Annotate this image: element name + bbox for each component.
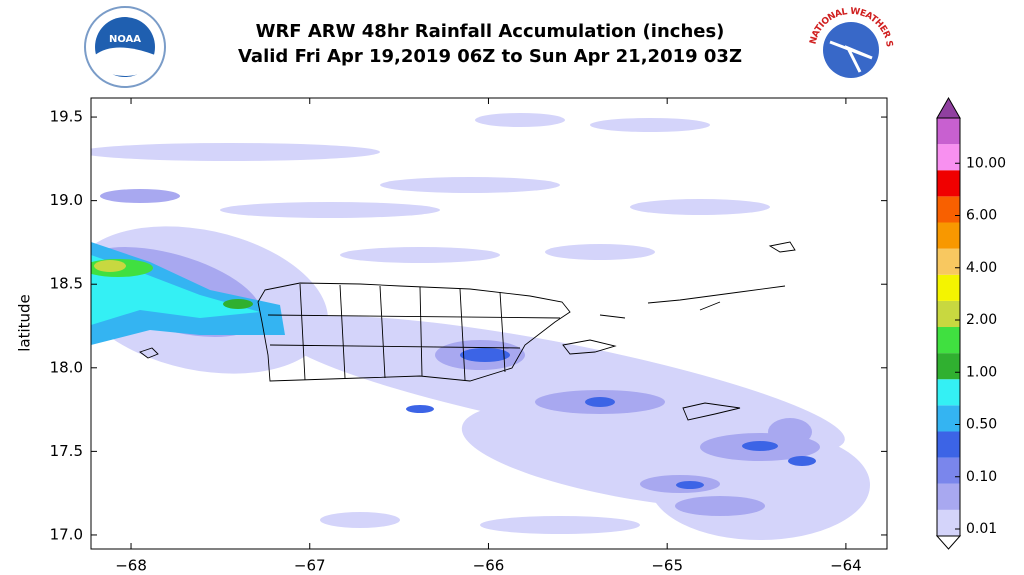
colorbar-segment: [937, 509, 960, 536]
colorbar-segment: [937, 353, 960, 380]
colorbar-segment: [937, 483, 960, 510]
rainfall-field: [91, 113, 870, 540]
coastlines: [139, 241, 796, 421]
y-axis-label: latitude: [16, 294, 34, 352]
chart-title: WRF ARW 48hr Rainfall Accumulation (inch…: [256, 21, 725, 42]
colorbar-segment: [937, 457, 960, 484]
colorbar-label: 10.00: [966, 155, 1006, 171]
colorbar-label: 0.50: [966, 417, 997, 433]
y-tick-label: 18.5: [50, 275, 83, 293]
colorbar-segment: [937, 196, 960, 223]
colorbar-label: 0.10: [966, 469, 997, 485]
colorbar-label: 0.01: [966, 521, 997, 537]
x-tick-label: −66: [473, 557, 505, 575]
colorbar-label: 2.00: [966, 312, 997, 328]
colorbar-segment: [937, 170, 960, 197]
colorbar-label: 4.00: [966, 260, 997, 276]
colorbar-segment: [937, 274, 960, 301]
plot-frame: [90, 97, 888, 550]
y-tick-label: 18.0: [50, 358, 83, 376]
colorbar-segment: [937, 118, 960, 145]
x-tick-label: −64: [830, 557, 862, 575]
y-tick-label: 17.5: [50, 442, 83, 460]
colorbar-label: 6.00: [966, 208, 997, 224]
colorbar-segment: [937, 300, 960, 327]
colorbar-frame: [936, 117, 961, 537]
chart-subtitle: Valid Fri Apr 19,2019 06Z to Sun Apr 21,…: [238, 46, 742, 67]
colorbar-segment: [937, 248, 960, 275]
colorbar-under: [935, 535, 962, 550]
y-tick-label: 19.0: [50, 191, 83, 209]
y-tick-label: 19.5: [50, 108, 83, 126]
x-tick-label: −65: [651, 557, 683, 575]
colorbar-segment: [937, 405, 960, 432]
colorbar-segment: [937, 431, 960, 458]
colorbar-segment: [937, 144, 960, 171]
y-tick-label: 17.0: [50, 525, 83, 543]
colorbar-over: [936, 96, 961, 119]
logo-text: NOAA: [109, 34, 141, 45]
colorbar-label: 1.00: [966, 364, 997, 380]
noaa-logo: NOAA: [84, 6, 166, 88]
colorbar-segment: [937, 222, 960, 249]
x-tick-label: −67: [294, 557, 326, 575]
x-tick-label: −68: [115, 557, 147, 575]
colorbar-segment: [937, 327, 960, 354]
colorbar-segment: [937, 379, 960, 406]
